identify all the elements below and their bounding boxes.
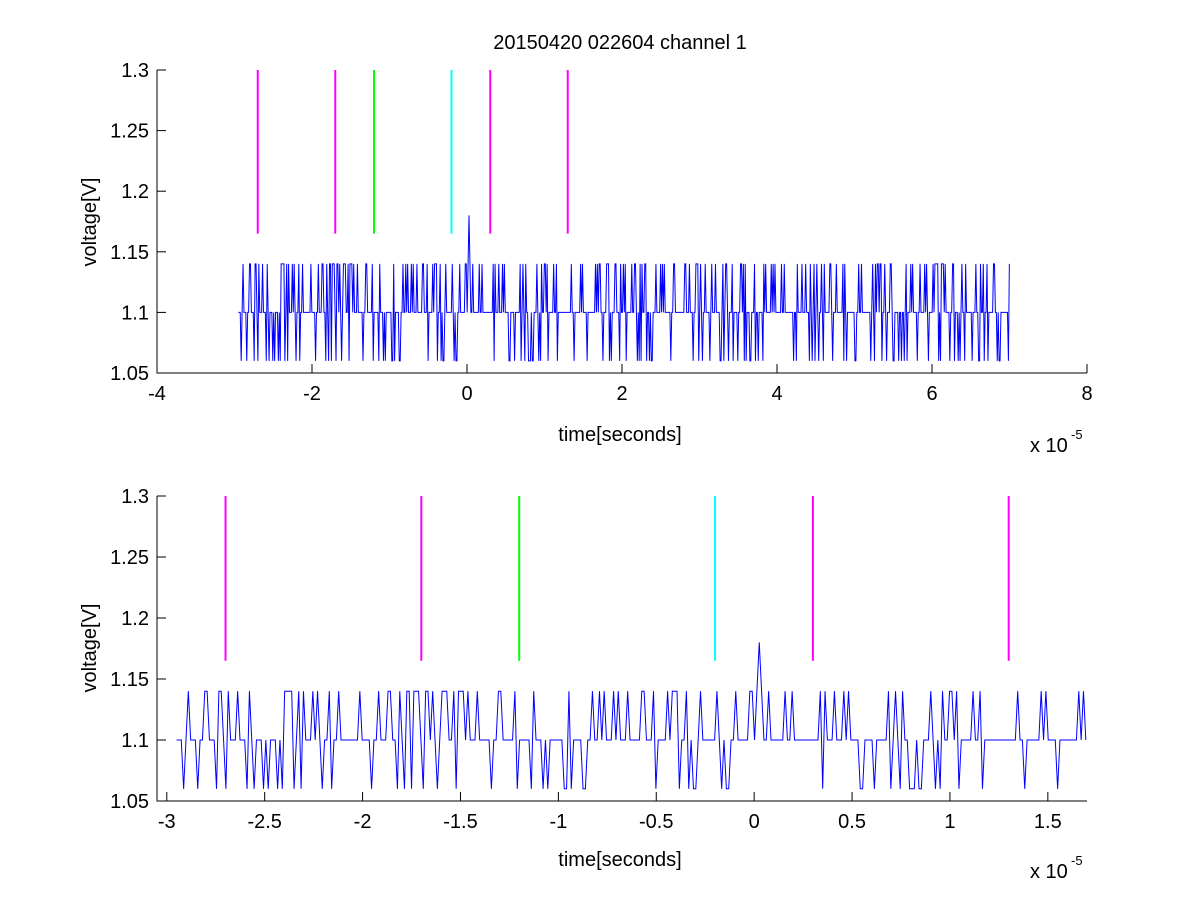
x-tick-label: -1.5: [443, 811, 477, 833]
bottom-plot-ylabel: voltage[V]: [79, 604, 101, 693]
bottom-plot-x-exponent-base: x 10: [1030, 861, 1068, 883]
x-tick-label: 1.5: [1034, 811, 1062, 833]
voltage-signal-line: [176, 642, 1087, 790]
y-tick-label: 1.2: [121, 181, 149, 203]
x-tick-label: -0.5: [639, 811, 673, 833]
x-tick-label: 4: [771, 383, 782, 405]
top-plot-ylabel: voltage[V]: [79, 178, 101, 267]
x-tick-label: 6: [926, 383, 937, 405]
x-tick-label: -2: [303, 383, 321, 405]
figure-title: 20150420 022604 channel 1: [493, 32, 747, 54]
x-tick-label: -2.5: [247, 811, 281, 833]
top-plot-x-exponent-power: -5: [1071, 427, 1083, 442]
x-tick-label: 0: [461, 383, 472, 405]
y-tick-label: 1.3: [121, 486, 149, 508]
bottom-plot-xlabel: time[seconds]: [558, 849, 681, 871]
y-tick-label: 1.2: [121, 608, 149, 630]
x-tick-label: 1: [944, 811, 955, 833]
top-plot-axes: voltage[V] time[seconds] x 10 -5 -4 -2 0 2 4…: [79, 60, 1093, 457]
x-tick-label: 8: [1081, 383, 1092, 405]
y-tick-label: 1.1: [121, 730, 149, 752]
x-tick-label: -1: [549, 811, 567, 833]
x-tick-label: -3: [158, 811, 176, 833]
x-tick-label: -4: [148, 383, 166, 405]
bottom-plot-x-exponent-power: -5: [1071, 853, 1083, 868]
y-tick-label: 1.25: [110, 121, 149, 143]
top-plot-xlabel: time[seconds]: [558, 424, 681, 446]
x-tick-label: -2: [354, 811, 372, 833]
voltage-signal-line: [238, 215, 1010, 362]
y-tick-label: 1.05: [110, 363, 149, 385]
y-tick-label: 1.1: [121, 302, 149, 324]
y-tick-label: 1.15: [110, 669, 149, 691]
y-tick-label: 1.15: [110, 242, 149, 264]
x-tick-label: 2: [616, 383, 627, 405]
x-tick-label: 0.5: [838, 811, 866, 833]
y-tick-label: 1.3: [121, 60, 149, 82]
y-tick-label: 1.25: [110, 547, 149, 569]
top-plot-x-exponent-base: x 10: [1030, 435, 1068, 457]
y-tick-label: 1.05: [110, 791, 149, 813]
bottom-plot-axes: voltage[V] time[seconds] x 10 -5 -3 -2.5 -…: [79, 486, 1087, 883]
x-tick-label: 0: [749, 811, 760, 833]
